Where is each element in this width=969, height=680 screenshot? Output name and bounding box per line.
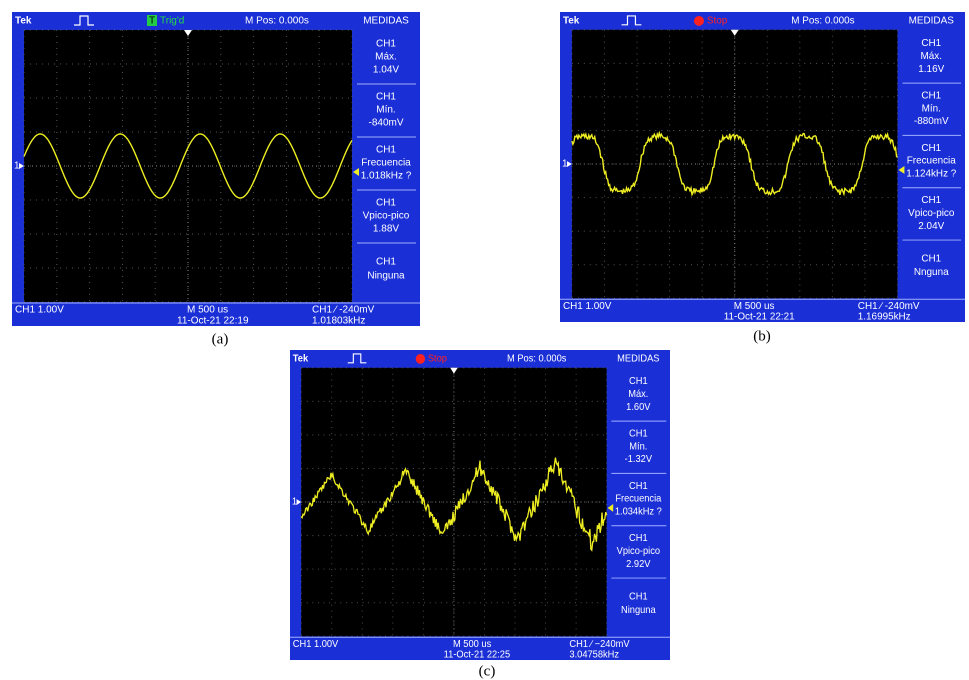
- vertical-scale: CH1 1.00V: [293, 639, 339, 650]
- measurement-channel: CH1: [376, 39, 396, 50]
- stop-icon: [694, 16, 704, 26]
- datetime: 11-Oct-21 22:19: [177, 316, 249, 327]
- brand: Tek: [563, 16, 580, 27]
- measurement-name: Mín.: [376, 105, 395, 116]
- channel-marker: 1: [292, 496, 297, 507]
- measurement-name: Ninguna: [621, 605, 656, 616]
- measurement-channel: CH1: [629, 376, 648, 387]
- measurement-value: 1.124kHz ?: [906, 169, 957, 180]
- measurement-name: Vpico-pico: [363, 211, 410, 222]
- timebase: M 500 us: [187, 305, 228, 316]
- timebase: M 500 us: [453, 639, 491, 650]
- measurement-name: Vpico-pico: [908, 208, 955, 219]
- measurement-channel: CH1: [921, 38, 941, 49]
- oscilloscope-screen: 1 Tek Stop M Pos: 0.000s MEDIDAS CH1 Máx. 1.60V…: [290, 350, 670, 661]
- measurement-name: Frecuencia: [361, 158, 411, 169]
- measurement-channel: CH1: [376, 92, 396, 103]
- vertical-scale: CH1 1.00V: [15, 305, 64, 316]
- trigger-status: Stop: [707, 16, 728, 27]
- measurement-value: 1.88V: [373, 224, 399, 235]
- panel-caption: (c): [479, 663, 496, 679]
- brand: Tek: [293, 353, 309, 364]
- measurement-channel: CH1: [921, 253, 941, 264]
- measurement-value: 1.034kHz ?: [615, 506, 662, 517]
- measurement-channel: CH1: [629, 481, 648, 492]
- measurement-channel: CH1: [629, 591, 648, 602]
- brand: Tek: [15, 16, 32, 27]
- measurement-name: Vpico-pico: [617, 546, 660, 557]
- status-icon-text: T: [149, 16, 155, 27]
- datetime: 11-Oct-21 22:25: [444, 649, 510, 660]
- measurement-value: 1.60V: [626, 402, 651, 413]
- measurement-value: -1.32V: [625, 454, 653, 465]
- measurement-name: Máx.: [921, 51, 942, 62]
- measurement-channel: CH1: [376, 145, 396, 156]
- measurement-channel: CH1: [376, 198, 396, 209]
- horizontal-position: M Pos: 0.000s: [245, 16, 309, 27]
- trigger-frequency: 1.01803kHz: [312, 316, 365, 327]
- measurement-value: 1.018kHz ?: [361, 171, 412, 182]
- trigger-setting: CH1 ∕ −240mV: [569, 639, 630, 650]
- measurement-name: Frecuencia: [907, 156, 956, 167]
- measurement-channel: CH1: [921, 143, 941, 154]
- menu-title: MEDIDAS: [909, 16, 955, 27]
- measurement-name: Ninguna: [367, 271, 405, 282]
- trigger-setting: CH1 ∕ -240mV: [312, 305, 375, 316]
- trigger-frequency: 3.04758kHz: [569, 649, 619, 660]
- stop-icon: [416, 354, 425, 364]
- measurement-value: 2.92V: [626, 559, 651, 570]
- trigger-status: Trig'd: [160, 16, 184, 27]
- horizontal-position: M Pos: 0.000s: [791, 16, 854, 27]
- measurement-channel: CH1: [629, 533, 648, 544]
- trigger-frequency: 1.16995kHz: [858, 312, 911, 323]
- measurement-channel: CH1: [921, 195, 941, 206]
- measurement-name: Nnguna: [914, 267, 949, 278]
- menu-title: MEDIDAS: [363, 16, 409, 27]
- figure: 1 Tek T Trig'd M Pos: 0.000s MEDIDAS CH1 Máx. 1.…: [0, 0, 969, 680]
- vertical-scale: CH1 1.00V: [563, 301, 612, 312]
- datetime: 11-Oct-21 22:21: [724, 312, 795, 323]
- measurement-name: Mín.: [922, 103, 941, 114]
- measurement-channel: CH1: [376, 257, 396, 268]
- horizontal-position: M Pos: 0.000s: [507, 353, 567, 364]
- measurement-name: Máx.: [375, 52, 397, 63]
- panel-caption: (b): [753, 328, 771, 344]
- measurement-value: -840mV: [368, 118, 403, 129]
- measurement-name: Mín.: [629, 441, 647, 452]
- panel-caption: (a): [212, 331, 229, 347]
- measurement-value: 2.04V: [918, 221, 944, 232]
- timebase: M 500 us: [734, 301, 775, 312]
- measurement-name: Frecuencia: [615, 493, 662, 504]
- measurement-value: 1.16V: [918, 64, 944, 75]
- measurement-channel: CH1: [629, 428, 648, 439]
- trigger-setting: CH1 ∕ -240mV: [858, 301, 920, 312]
- measurement-name: Máx.: [628, 389, 648, 400]
- measurement-value: 1.04V: [373, 65, 399, 76]
- measurement-value: -880mV: [914, 116, 949, 127]
- measurement-channel: CH1: [921, 91, 941, 102]
- trigger-status: Stop: [428, 353, 447, 364]
- menu-title: MEDIDAS: [617, 353, 659, 364]
